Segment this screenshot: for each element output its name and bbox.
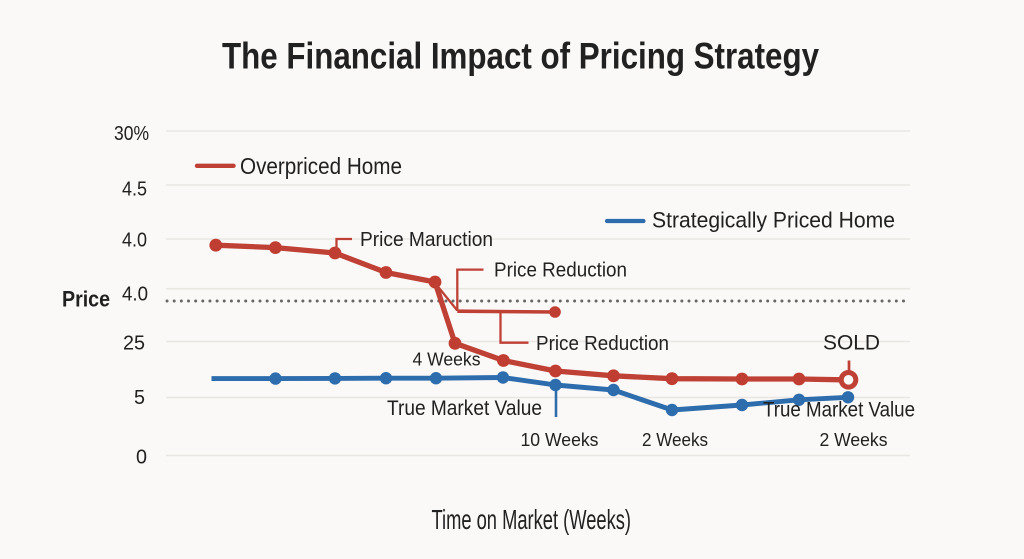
svg-text:Overpriced Home: Overpriced Home <box>240 153 402 179</box>
svg-text:The Financial Impact of Pricin: The Financial Impact of Pricing Strategy <box>222 35 819 77</box>
svg-text:4.0: 4.0 <box>122 284 148 306</box>
svg-text:0: 0 <box>136 447 147 469</box>
svg-text:Price Reduction: Price Reduction <box>536 332 669 355</box>
svg-text:2 Weeks: 2 Weeks <box>642 430 708 450</box>
svg-text:Price Reduction: Price Reduction <box>494 259 627 282</box>
svg-text:Strategically Priced Home: Strategically Priced Home <box>652 208 895 233</box>
svg-text:30%: 30% <box>114 123 149 145</box>
svg-text:4.0: 4.0 <box>122 230 147 252</box>
svg-text:SOLD: SOLD <box>823 332 880 355</box>
svg-text:Time on Market (Weeks): Time on Market (Weeks) <box>432 504 632 535</box>
svg-text:4 Weeks: 4 Weeks <box>413 349 481 369</box>
svg-text:Price Maruction: Price Maruction <box>360 228 493 251</box>
svg-text:4.5: 4.5 <box>122 179 147 201</box>
svg-text:True Market Value: True Market Value <box>387 397 542 420</box>
svg-text:True Market Value: True Market Value <box>763 399 915 422</box>
svg-text:10 Weeks: 10 Weeks <box>521 430 599 450</box>
svg-text:25: 25 <box>123 333 145 355</box>
svg-text:2 Weeks: 2 Weeks <box>820 430 888 450</box>
svg-text:5: 5 <box>134 387 145 409</box>
svg-text:Price: Price <box>62 287 110 312</box>
